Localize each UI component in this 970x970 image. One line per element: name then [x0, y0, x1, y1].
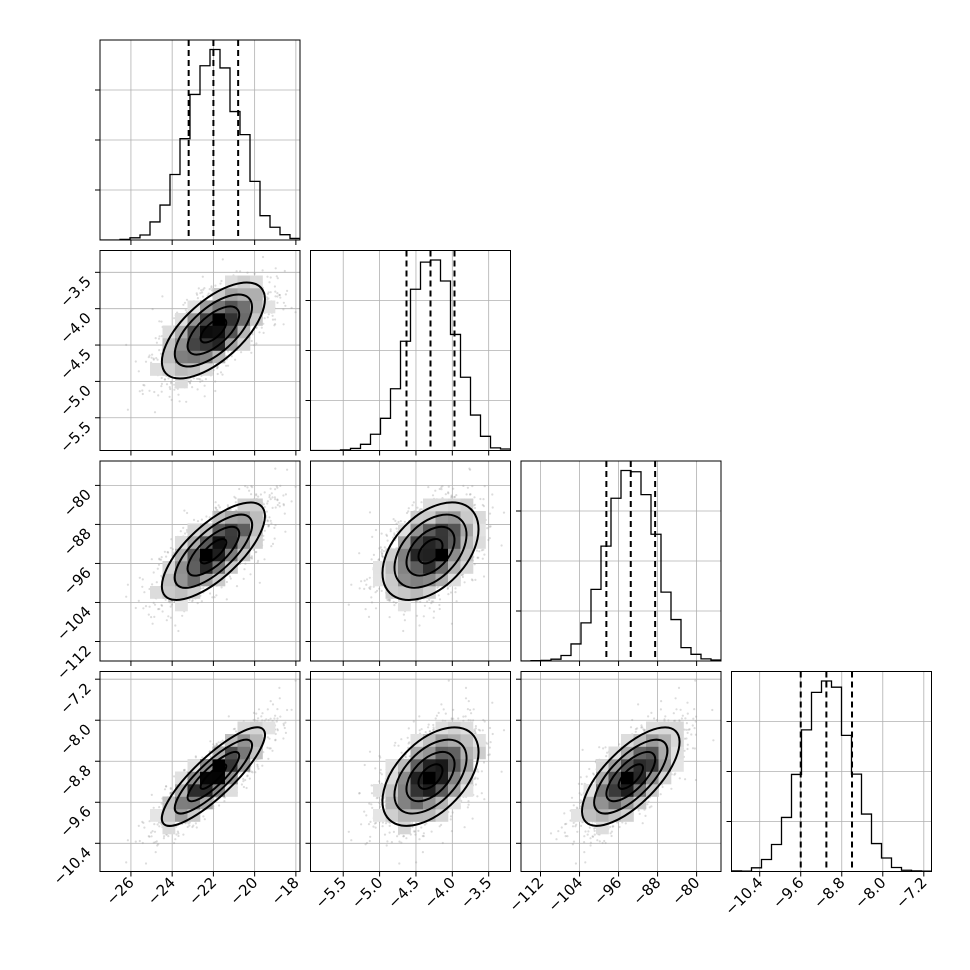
histogram-step	[100, 48, 300, 240]
density-cells	[571, 721, 684, 835]
contour-ellipse	[381, 726, 480, 827]
x-tick-label: −26	[103, 874, 138, 909]
panel-frame	[99, 39, 301, 241]
panel-frame	[310, 671, 511, 872]
panel-frame	[99, 671, 301, 872]
panel-frame	[99, 250, 301, 451]
scatter-panel: −5.5−5.0−4.5−4.0−3.5	[305, 671, 511, 912]
contour-ellipse	[405, 750, 456, 803]
scatter-panel: −5.5−5.0−4.5−4.0−3.5	[56, 250, 301, 456]
contour-ellipse	[160, 501, 266, 601]
y-tick-label: −7.2	[56, 679, 94, 717]
contour-ellipse	[199, 317, 228, 344]
histogram-panel	[516, 460, 722, 666]
contour-ellipse	[393, 513, 468, 589]
x-tick-label: −24	[144, 874, 179, 909]
panel-frame	[520, 460, 722, 662]
x-tick-label: −8.8	[810, 874, 848, 912]
y-tick-label: −10.4	[50, 843, 95, 888]
panel-frame	[731, 671, 932, 872]
contour-ellipse	[605, 751, 657, 803]
scatter-panel: −112−104−96−88−80	[505, 671, 722, 916]
x-tick-label: −5.0	[348, 874, 386, 912]
contour-ellipse	[186, 525, 241, 577]
x-tick-label: −88	[629, 874, 664, 909]
panel-frame	[520, 671, 722, 872]
x-tick-label: −7.2	[892, 874, 930, 912]
panel-frame	[310, 460, 511, 662]
x-tick-label: −8.0	[851, 874, 889, 912]
y-tick-label: −4.0	[56, 309, 94, 347]
x-tick-label: −104	[545, 874, 587, 916]
histogram-step	[731, 680, 932, 872]
contour-lines	[581, 726, 681, 827]
contour-lines	[160, 501, 266, 601]
contour-ellipse	[173, 738, 254, 815]
contour-ellipse	[199, 763, 228, 790]
y-tick-label: −9.6	[56, 802, 94, 840]
x-tick-label: −20	[226, 874, 261, 909]
contour-ellipse	[381, 501, 480, 601]
histogram-panel	[305, 250, 511, 456]
y-tick-label: −88	[60, 525, 95, 560]
y-tick-label: −80	[60, 485, 95, 520]
x-tick-label: −18	[268, 874, 303, 909]
y-tick-label: −8.0	[56, 720, 94, 758]
contour-ellipse	[160, 281, 266, 380]
contour-ellipse	[417, 763, 444, 790]
x-tick-label: −5.5	[312, 874, 350, 912]
histogram-step	[521, 469, 721, 661]
y-tick-label: −4.5	[56, 345, 94, 383]
contour-lines	[381, 726, 480, 827]
histogram-step	[310, 259, 511, 451]
x-tick-label: −3.5	[457, 874, 495, 912]
contour-ellipse	[186, 750, 241, 803]
x-tick-label: −112	[505, 874, 547, 916]
x-tick-label: −4.5	[384, 874, 422, 912]
contour-ellipse	[160, 726, 266, 827]
x-tick-label: −9.6	[769, 874, 807, 912]
contour-ellipse	[593, 738, 669, 815]
y-tick-label: −96	[60, 564, 95, 599]
density-cells	[373, 721, 486, 835]
x-tick-label: −4.0	[421, 874, 459, 912]
scatter-panel: −112−104 −96 −88 −80	[53, 460, 301, 684]
y-tick-label: −104	[53, 603, 95, 645]
x-tick-label: −96	[590, 874, 625, 909]
contour-ellipse	[581, 726, 681, 827]
scatter-panel	[305, 460, 511, 666]
contour-lines	[160, 726, 266, 827]
histogram-panel: −10.4 −9.6 −8.8 −8.0 −7.2	[721, 671, 932, 919]
y-tick-label: −112	[53, 642, 95, 684]
contour-ellipse	[173, 513, 254, 589]
contour-ellipse	[393, 738, 468, 815]
panel-frame	[99, 460, 301, 662]
x-tick-label: −22	[185, 874, 220, 909]
contour-lines	[381, 501, 480, 601]
y-tick-label: −3.5	[56, 272, 94, 310]
density-cells	[150, 721, 276, 835]
density-cells	[150, 275, 276, 389]
contour-ellipse	[173, 293, 254, 368]
y-tick-label: −8.8	[56, 761, 94, 799]
x-tick-label: −10.4	[721, 874, 766, 919]
contour-ellipse	[186, 305, 241, 356]
contour-ellipse	[405, 525, 456, 577]
panel-frame	[310, 250, 511, 451]
contour-ellipse	[199, 537, 228, 565]
y-tick-label: −5.5	[56, 418, 94, 456]
histogram-panel	[95, 39, 301, 245]
x-tick-label: −80	[668, 874, 703, 909]
contour-lines	[160, 281, 266, 380]
scatter-panel: −26 −24 −22 −20 −18 −10.4−9.6−8.8−8.0−7.2	[50, 671, 303, 909]
contour-ellipse	[417, 537, 444, 565]
y-tick-label: −5.0	[56, 382, 94, 420]
contour-ellipse	[617, 763, 645, 790]
